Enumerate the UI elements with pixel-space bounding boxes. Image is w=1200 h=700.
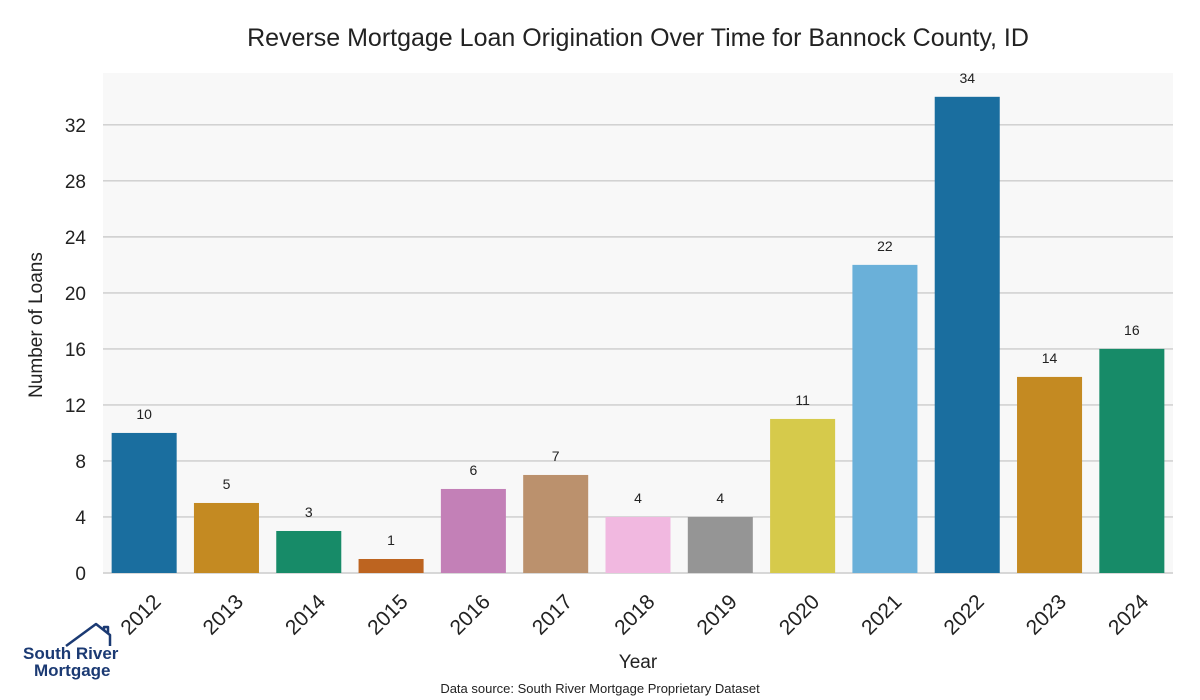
y-tick-label: 24 — [65, 228, 87, 249]
bar-2021 — [852, 264, 918, 573]
bar-value-label: 4 — [716, 490, 724, 506]
x-axis-ticks: 2012 2013 2014 2015 2016 2017 2018 2019 2020 2021… — [116, 590, 1153, 640]
bar-value-label: 14 — [1042, 350, 1058, 366]
bar-value-label: 4 — [634, 490, 642, 506]
bar-2024 — [1099, 348, 1165, 573]
company-logo: South River Mortgage — [23, 622, 119, 680]
y-tick-label: 16 — [65, 340, 86, 361]
logo-line-2: Mortgage — [34, 661, 111, 680]
y-tick-label: 0 — [75, 564, 86, 585]
bar-value-label: 7 — [552, 448, 560, 464]
bar-value-label: 11 — [795, 392, 810, 408]
x-tick-label: 2012 — [116, 590, 165, 639]
x-tick-label: 2013 — [199, 590, 248, 639]
y-tick-label: 32 — [65, 116, 86, 137]
x-tick-label: 2022 — [939, 590, 988, 639]
y-tick-label: 12 — [65, 396, 86, 417]
chart-title: Reverse Mortgage Loan Origination Over T… — [247, 24, 1029, 52]
logo-line-1: South River — [23, 644, 119, 663]
x-axis-label: Year — [619, 652, 658, 673]
x-tick-label: 2015 — [363, 590, 412, 639]
y-tick-label: 8 — [75, 452, 86, 473]
bar-value-label: 16 — [1124, 322, 1140, 338]
bar-value-label: 5 — [223, 476, 231, 492]
bar-2016 — [440, 488, 506, 573]
bar-value-label: 1 — [387, 532, 395, 548]
bar-2019 — [687, 516, 753, 573]
bar-2017 — [523, 474, 589, 573]
y-tick-label: 28 — [65, 172, 86, 193]
bar-value-label: 10 — [136, 406, 152, 422]
x-tick-label: 2020 — [775, 590, 824, 639]
y-tick-label: 20 — [65, 284, 86, 305]
bar-value-label: 3 — [305, 504, 313, 520]
x-tick-label: 2018 — [610, 590, 659, 639]
data-source-note: Data source: South River Mortgage Propri… — [440, 681, 760, 696]
bar-value-label: 22 — [877, 238, 893, 254]
x-tick-label: 2023 — [1022, 590, 1071, 639]
bar-2018 — [605, 516, 671, 573]
x-tick-label: 2019 — [693, 590, 742, 639]
bar-value-label: 34 — [959, 70, 975, 86]
bar-2014 — [276, 530, 342, 573]
bar-2023 — [1017, 376, 1083, 573]
bar-2015 — [358, 558, 424, 573]
house-roof-icon — [65, 622, 112, 648]
y-tick-label: 4 — [75, 508, 86, 529]
bar-value-label: 6 — [469, 462, 477, 478]
y-axis-label: Number of Loans — [26, 252, 47, 398]
bar-2013 — [193, 502, 259, 573]
x-tick-label: 2016 — [446, 590, 495, 639]
x-tick-label: 2021 — [857, 590, 906, 639]
x-tick-label: 2024 — [1104, 590, 1154, 640]
y-axis-ticks: 0 4 8 12 16 20 24 28 32 — [65, 116, 87, 585]
x-tick-label: 2017 — [528, 590, 577, 639]
bar-2020 — [770, 418, 836, 573]
bar-2022 — [934, 96, 1000, 574]
bar-2012 — [111, 432, 177, 573]
x-tick-label: 2014 — [281, 590, 331, 640]
